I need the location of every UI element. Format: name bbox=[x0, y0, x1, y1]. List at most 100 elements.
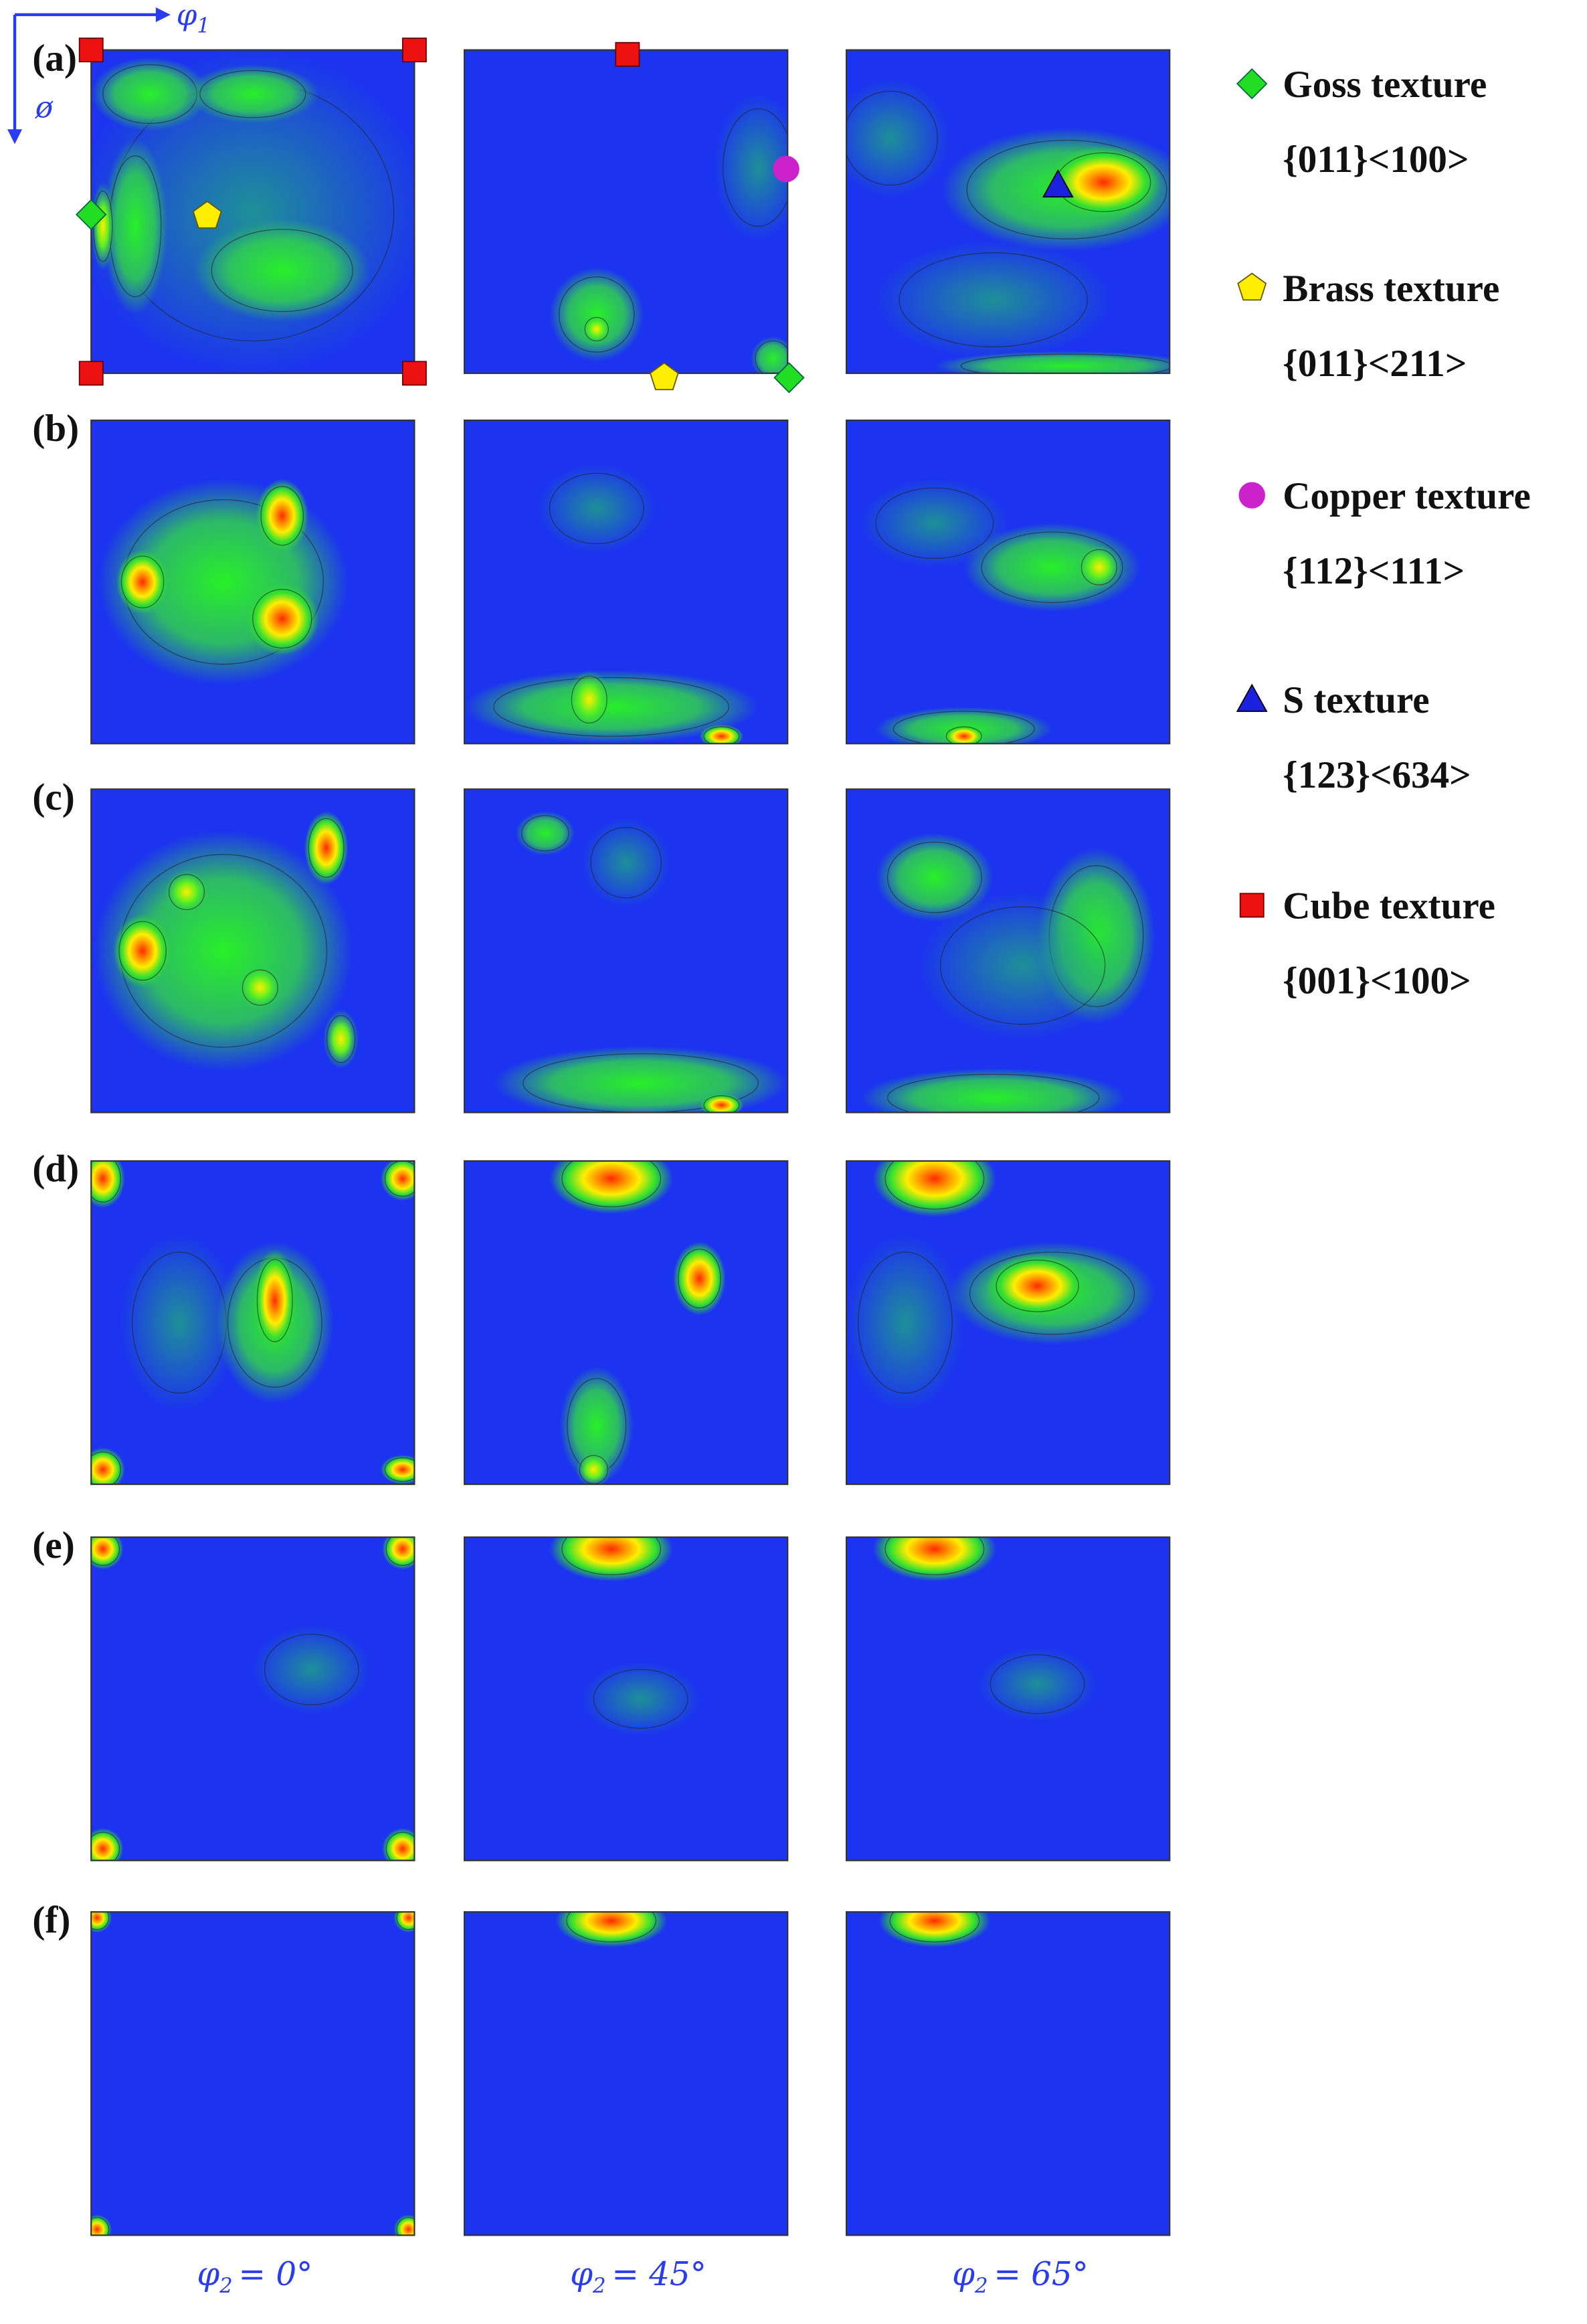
intensity-blob bbox=[581, 1662, 700, 1736]
intensity-blob bbox=[91, 182, 115, 271]
value: = 0° bbox=[239, 2256, 313, 2293]
intensity-blob bbox=[872, 1160, 997, 1217]
heatmap bbox=[846, 1537, 1170, 1861]
legend-name: Goss texture bbox=[1283, 64, 1487, 106]
copper-marker bbox=[1238, 482, 1265, 509]
contour bbox=[549, 472, 644, 545]
intensity-blob bbox=[559, 1366, 634, 1485]
frame bbox=[463, 420, 789, 745]
legend-name: Brass texture bbox=[1283, 268, 1499, 310]
intensity-blob bbox=[256, 478, 309, 553]
intensity-blob bbox=[382, 1537, 415, 1570]
legend-indices: {011}<100> bbox=[1283, 139, 1469, 181]
intensity-blob bbox=[878, 1912, 991, 1947]
frame bbox=[845, 788, 1171, 1113]
intensity-blob bbox=[846, 79, 949, 197]
intensity-blob bbox=[91, 1160, 125, 1209]
contour bbox=[91, 1451, 121, 1485]
intensity-blob bbox=[941, 724, 986, 744]
contour bbox=[722, 108, 788, 227]
cube-marker bbox=[1239, 893, 1265, 918]
intensity-blob bbox=[464, 670, 759, 744]
phi1-label: φ1 bbox=[177, 0, 210, 37]
cube-marker bbox=[78, 361, 104, 386]
frame bbox=[90, 788, 415, 1113]
contour bbox=[396, 2217, 415, 2236]
contour bbox=[308, 818, 345, 878]
intensity-blob bbox=[672, 1241, 726, 1316]
subscript: 2 bbox=[219, 2274, 233, 2298]
legend-indices: {011}<211> bbox=[1283, 343, 1467, 385]
contour bbox=[966, 139, 1168, 240]
panel-label: (f) bbox=[32, 1899, 70, 1941]
panel-label: (b) bbox=[32, 408, 79, 450]
contour bbox=[493, 677, 730, 737]
contour bbox=[242, 969, 278, 1006]
intensity-blob bbox=[494, 1046, 788, 1113]
intensity-blob bbox=[978, 1647, 1097, 1721]
heatmap bbox=[846, 1912, 1170, 2236]
intensity-blob bbox=[393, 2214, 415, 2236]
legend-indices: {123}<634> bbox=[1283, 754, 1471, 796]
intensity-blob bbox=[393, 1912, 415, 1933]
intensity-blob bbox=[537, 464, 656, 553]
intensity-blob bbox=[555, 1912, 668, 1947]
intensity-blob bbox=[382, 1828, 415, 1861]
contour bbox=[884, 1537, 985, 1576]
intensity-blob bbox=[252, 1249, 297, 1352]
contour bbox=[260, 486, 304, 546]
panel-label: (a) bbox=[32, 37, 77, 79]
intensity-blob bbox=[549, 1160, 673, 1215]
cube-marker bbox=[401, 37, 427, 63]
intensity-blob bbox=[186, 64, 319, 124]
frame bbox=[90, 420, 415, 745]
intensity-blob bbox=[91, 1537, 124, 1570]
panel-label: (c) bbox=[32, 776, 74, 818]
brass-marker bbox=[1237, 272, 1267, 301]
contour bbox=[899, 252, 1088, 347]
intensity-blob bbox=[116, 549, 169, 614]
intensity-blob bbox=[581, 314, 612, 344]
odf-section bbox=[90, 788, 415, 1113]
intensity-blob bbox=[102, 138, 168, 315]
heatmap bbox=[846, 1160, 1170, 1485]
symbol: φ bbox=[952, 2256, 975, 2293]
contour bbox=[558, 276, 635, 353]
column-label: φ2 = 65° bbox=[952, 2256, 1089, 2298]
heatmap bbox=[846, 50, 1170, 373]
background bbox=[91, 1537, 415, 1861]
contour bbox=[384, 1457, 415, 1482]
intensity-blob bbox=[113, 914, 173, 988]
intensity-blob bbox=[91, 1447, 125, 1485]
contour bbox=[264, 1633, 359, 1706]
contour bbox=[889, 1912, 980, 1943]
intensity-blob bbox=[963, 523, 1141, 612]
background bbox=[91, 1912, 415, 2236]
frame bbox=[845, 1911, 1171, 2236]
intensity-blob bbox=[91, 2214, 112, 2236]
intensity-blob bbox=[699, 1093, 744, 1113]
intensity-blob bbox=[323, 1009, 359, 1069]
odf-section bbox=[90, 420, 415, 745]
intensity-blob bbox=[245, 582, 319, 656]
odf-section bbox=[463, 420, 789, 745]
contour bbox=[120, 555, 165, 608]
frame bbox=[90, 1160, 415, 1486]
intensity-blob bbox=[1077, 545, 1121, 590]
heatmap bbox=[846, 420, 1170, 744]
intensity-blob bbox=[861, 478, 1008, 567]
intensity-blob bbox=[549, 1537, 673, 1582]
goss-marker bbox=[773, 362, 805, 393]
s-marker bbox=[1236, 683, 1268, 712]
frame bbox=[845, 420, 1171, 745]
intensity-blob bbox=[581, 818, 670, 907]
arrow-head bbox=[155, 7, 171, 22]
contour bbox=[91, 1160, 121, 1203]
odf-section bbox=[845, 788, 1171, 1113]
symbol: φ bbox=[570, 2256, 593, 2293]
contour bbox=[969, 1251, 1135, 1335]
heatmap bbox=[464, 50, 788, 373]
odf-section bbox=[845, 49, 1171, 374]
